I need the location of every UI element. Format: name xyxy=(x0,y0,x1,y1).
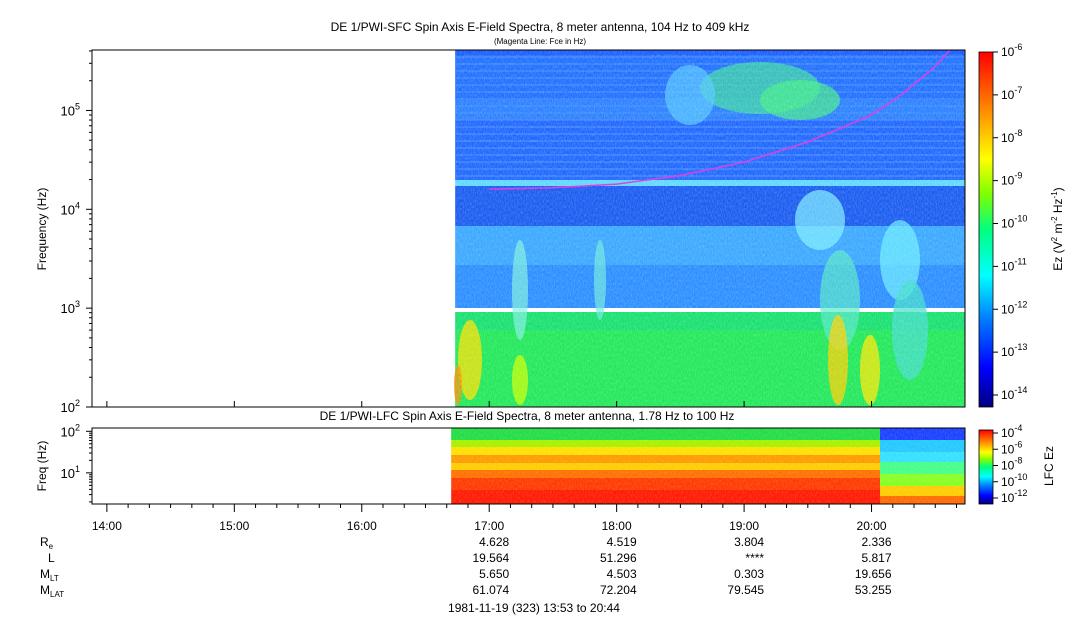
time-tick-label: 15:00 xyxy=(219,519,249,533)
top-title: DE 1/PWI-SFC Spin Axis E-Field Spectra, … xyxy=(331,20,750,34)
ephemeris-row-label: MLAT xyxy=(40,583,64,599)
ephemeris-value: 3.804 xyxy=(734,535,764,549)
lower-cb-tick-label: 10-6 xyxy=(1001,439,1022,456)
lower-cb-tick-label: 10-4 xyxy=(1001,423,1022,440)
footer-date-range: 1981-11-19 (323) 13:53 to 20:44 xyxy=(448,601,620,615)
top-cb-tick-label: 10-8 xyxy=(1001,128,1022,145)
top-y-axis: 102 103 104 105 xyxy=(61,50,92,415)
fce-magenta-line xyxy=(489,50,951,190)
top-colorbar-label: Ez (V2 m-2 Hz-1) xyxy=(1050,187,1065,270)
lower-title: DE 1/PWI-LFC Spin Axis E-Field Spectra, … xyxy=(320,409,735,423)
time-tick-label: 18:00 xyxy=(602,519,632,533)
top-spectrogram xyxy=(454,50,965,407)
top-y-tick-label: 102 xyxy=(61,398,80,415)
top-cb-tick-label: 10-14 xyxy=(1001,385,1027,402)
lower-cb-tick-label: 10-8 xyxy=(1001,456,1022,473)
ephemeris-value: 5.650 xyxy=(479,567,509,581)
time-tick-label: 19:00 xyxy=(729,519,759,533)
lower-y-tick-label: 101 xyxy=(61,464,80,481)
top-subtitle: (Magenta Line: Fce in Hz) xyxy=(494,37,586,46)
lower-colorbar-label: LFC Ez xyxy=(1042,446,1056,486)
lower-y-tick-label: 102 xyxy=(61,422,80,439)
ephemeris-value: 19.564 xyxy=(473,551,510,565)
top-cb-tick-label: 10-10 xyxy=(1001,214,1027,231)
ephemeris-value: 72.204 xyxy=(600,583,637,597)
time-tick-label: 20:00 xyxy=(857,519,887,533)
top-y-tick-label: 105 xyxy=(61,101,80,118)
ephemeris-value: 79.545 xyxy=(727,583,764,597)
top-cb-tick-label: 10-13 xyxy=(1001,342,1027,359)
top-colorbar xyxy=(978,51,994,408)
top-cb-tick-label: 10-7 xyxy=(1001,85,1022,102)
top-y-tick-label: 103 xyxy=(61,299,80,316)
top-cb-tick-label: 10-9 xyxy=(1001,171,1022,188)
ephemeris-row-label: MLT xyxy=(40,567,59,583)
ephemeris-row-label: L xyxy=(48,551,55,565)
ephemeris-value: 61.074 xyxy=(473,583,510,597)
ephemeris-value: **** xyxy=(745,551,764,565)
ephemeris-value: 19.656 xyxy=(855,567,892,581)
lower-plot-frame xyxy=(91,427,966,505)
time-axis: 14:00 15:00 16:00 17:00 18:00 19:00 20:00 xyxy=(92,401,958,533)
top-cb-tick-label: 10-6 xyxy=(1001,42,1022,59)
lower-noise-overlay xyxy=(452,428,965,504)
ephemeris-row-label: Re xyxy=(40,535,54,551)
lower-cb-tick-label: 10-10 xyxy=(1001,472,1027,489)
lower-spectrogram xyxy=(451,428,965,504)
top-y-tick-label: 104 xyxy=(61,200,80,217)
ephemeris-value: 5.817 xyxy=(862,551,892,565)
top-y-label: Frequency (Hz) xyxy=(35,188,49,271)
ephemeris-value: 4.519 xyxy=(607,535,637,549)
time-tick-label: 17:00 xyxy=(474,519,504,533)
lower-y-label: Freq (Hz) xyxy=(35,441,49,492)
time-tick-label: 14:00 xyxy=(92,519,122,533)
lower-y-axis: 101 102 xyxy=(61,422,92,503)
ephemeris-value: 4.503 xyxy=(607,567,637,581)
ephemeris-value: 0.303 xyxy=(734,567,764,581)
top-cb-tick-label: 10-11 xyxy=(1001,256,1027,273)
top-cb-tick-label: 10-12 xyxy=(1001,299,1027,316)
ephemeris-value: 4.628 xyxy=(479,535,509,549)
ephemeris-table: Re 4.628 4.519 3.804 2.336 L 19.564 51.296 **** 5… xyxy=(40,535,892,599)
ephemeris-value: 53.255 xyxy=(855,583,892,597)
lower-colorbar xyxy=(978,429,994,505)
ephemeris-value: 2.336 xyxy=(862,535,892,549)
top-plot-frame xyxy=(91,49,966,408)
time-tick-label: 16:00 xyxy=(347,519,377,533)
ephemeris-value: 51.296 xyxy=(600,551,637,565)
lower-cb-tick-label: 10-12 xyxy=(1001,488,1027,505)
top-colorbar-ticks: 10-6 10-7 10-8 10-9 10-10 10-11 10-12 10-13 10-1… xyxy=(993,42,1027,402)
